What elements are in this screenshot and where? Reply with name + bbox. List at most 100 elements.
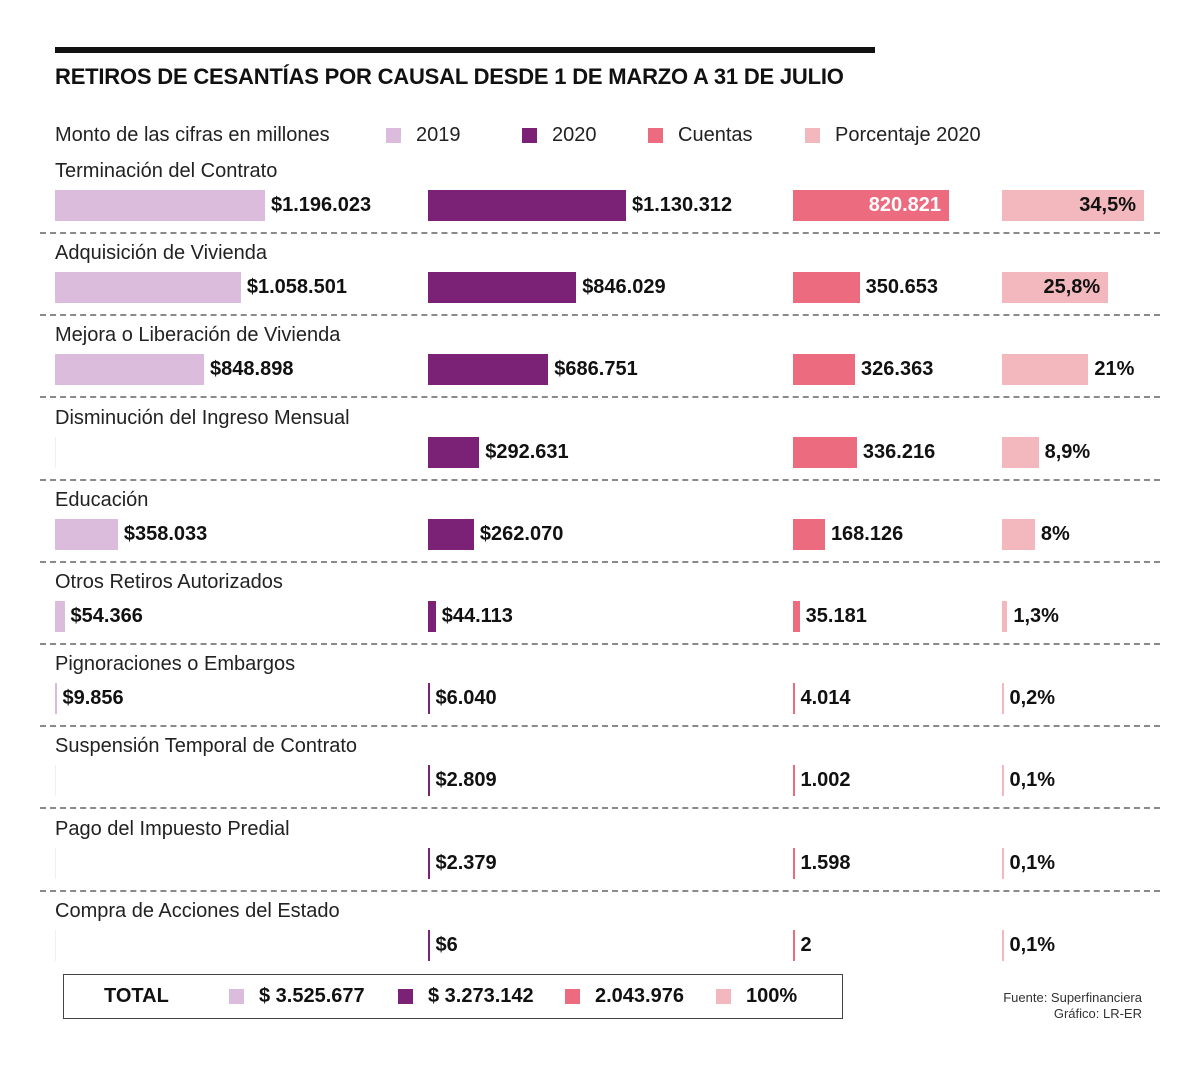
bar-2020	[428, 436, 480, 468]
bar-porcentaje	[1002, 683, 1004, 715]
bar-2020	[428, 847, 430, 879]
bar-2019	[55, 847, 56, 879]
legend-swatch-2019	[386, 128, 401, 143]
bar-cell-porcentaje: 34,5%	[1002, 190, 1144, 221]
total-porcentaje: 100%	[716, 975, 797, 1018]
total-cuentas: 2.043.976	[565, 975, 684, 1018]
bar-cuentas	[793, 847, 795, 879]
data-label-cuentas: 1.002	[800, 769, 851, 792]
total-2020: $ 3.273.142	[398, 975, 534, 1018]
data-label-cuentas: 350.653	[865, 276, 938, 299]
bar-2020	[428, 272, 577, 304]
total-value-2020: $ 3.273.142	[428, 985, 534, 1007]
data-label-2019: $9.856	[62, 687, 124, 710]
bar-2019	[55, 518, 118, 550]
data-label-2019: $848.898	[210, 358, 294, 381]
data-label-porcentaje: 0,2%	[1009, 687, 1056, 710]
bar-porcentaje	[1002, 929, 1004, 961]
bar-cuentas	[793, 272, 860, 304]
totals-box: TOTAL $ 3.525.677 $ 3.273.142 2.043.976 …	[63, 974, 843, 1019]
total-value-porcentaje: 100%	[746, 985, 798, 1007]
data-label-2020: $6	[435, 933, 458, 956]
category-label: Terminación del Contrato	[55, 160, 278, 182]
category-label: Disminución del Ingreso Mensual	[55, 406, 350, 429]
data-label-cuentas: 2	[800, 933, 812, 956]
data-label-2020: $2.809	[435, 769, 497, 792]
category-row: Compra de Acciones del Estado $6 2 0,1%	[0, 900, 1200, 982]
bar-porcentaje	[1002, 601, 1008, 632]
data-label-porcentaje: 8,9%	[1044, 440, 1091, 463]
bar-porcentaje	[1002, 190, 1144, 221]
category-label: Mejora o Liberación de Vivienda	[55, 324, 341, 347]
category-label: Suspensión Temporal de Contrato	[55, 735, 358, 758]
legend-swatch-cuentas	[648, 128, 663, 143]
data-label-2020: $6.040	[435, 687, 497, 710]
graphic-credit: Gráfico: LR-ER	[1053, 1006, 1142, 1021]
bar-cuentas	[793, 518, 825, 550]
data-label-2019: $1.196.023	[271, 194, 372, 216]
data-label-2020: $1.130.312	[632, 194, 733, 216]
bar-2019	[55, 765, 56, 797]
bar-cuentas	[793, 436, 857, 468]
data-label-2020: $846.029	[582, 276, 666, 299]
bar-2019	[55, 190, 265, 221]
legend-item-cuentas: Cuentas	[648, 124, 753, 147]
data-label-2019: $358.033	[123, 522, 208, 545]
bar-cuentas	[793, 190, 949, 221]
chart-title: RETIROS DE CESANTÍAS POR CAUSAL DESDE 1 …	[55, 64, 844, 89]
legend-label-2020: 2020	[552, 124, 597, 146]
data-label-porcentaje: 25,8%	[1043, 276, 1101, 299]
data-label-cuentas: 168.126	[830, 522, 904, 545]
bar-porcentaje	[1002, 272, 1109, 304]
row-separator	[40, 725, 1160, 728]
row-separator	[40, 889, 1160, 892]
total-value-2019: $ 3.525.677	[259, 985, 365, 1007]
row-separator	[40, 643, 1160, 645]
category-row: Pago del Impuesto Predial $2.379 1.598 0,1%	[0, 818, 1200, 900]
bar-cuentas	[793, 601, 800, 632]
bar-cuentas	[793, 765, 795, 797]
category-row: Educación $358.033 $262.070 168.126 8%	[0, 489, 1200, 571]
legend-label-2019: 2019	[416, 124, 461, 146]
data-label-porcentaje: 21%	[1094, 358, 1135, 381]
bar-2020	[428, 929, 430, 961]
legend-label-cuentas: Cuentas	[678, 124, 753, 146]
bar-2019	[55, 272, 241, 304]
data-label-2020: $292.631	[485, 440, 569, 463]
title-rule	[55, 47, 875, 53]
data-label-porcentaje: 0,1%	[1009, 851, 1056, 874]
totals-label: TOTAL	[104, 985, 169, 1007]
bar-porcentaje	[1002, 354, 1089, 386]
bar-cell-porcentaje: 25,8%	[1002, 272, 1109, 304]
data-label-cuentas: 326.363	[861, 358, 934, 381]
data-label-2019: $54.366	[70, 605, 143, 627]
data-label-cuentas: 336.216	[862, 440, 936, 463]
row-separator	[40, 232, 1160, 234]
bar-2019	[55, 601, 65, 632]
category-label: Otros Retiros Autorizados	[55, 571, 283, 593]
total-swatch-2020	[398, 989, 413, 1004]
category-row: Mejora o Liberación de Vivienda $848.898 $…	[0, 324, 1200, 406]
bar-2020	[428, 765, 430, 797]
category-label: Pignoraciones o Embargos	[55, 653, 296, 676]
data-label-cuentas: 820.821	[868, 194, 941, 216]
bar-cuentas	[793, 929, 795, 961]
total-swatch-porcentaje	[716, 989, 731, 1004]
data-label-porcentaje: 0,1%	[1009, 769, 1056, 792]
source-credit: Fuente: Superfinanciera	[1003, 990, 1142, 1005]
data-label-2020: $2.379	[435, 851, 497, 874]
category-row: Adquisición de Vivienda $1.058.501 $846.02…	[0, 242, 1200, 324]
category-label: Educación	[55, 488, 149, 511]
data-label-porcentaje: 1,3%	[1013, 605, 1059, 627]
row-separator	[40, 560, 1160, 563]
row-separator	[40, 314, 1160, 317]
legend-item-2020: 2020	[522, 124, 597, 147]
data-label-2020: $262.070	[479, 522, 564, 545]
bar-2019	[55, 683, 57, 715]
bar-2020	[428, 518, 474, 550]
bar-cuentas	[793, 354, 856, 386]
data-label-2019: $1.058.501	[246, 276, 347, 299]
row-separator	[40, 807, 1160, 810]
bar-2020	[428, 354, 549, 386]
credits: Fuente: Superfinanciera Gráfico: LR-ER	[1003, 990, 1142, 1022]
